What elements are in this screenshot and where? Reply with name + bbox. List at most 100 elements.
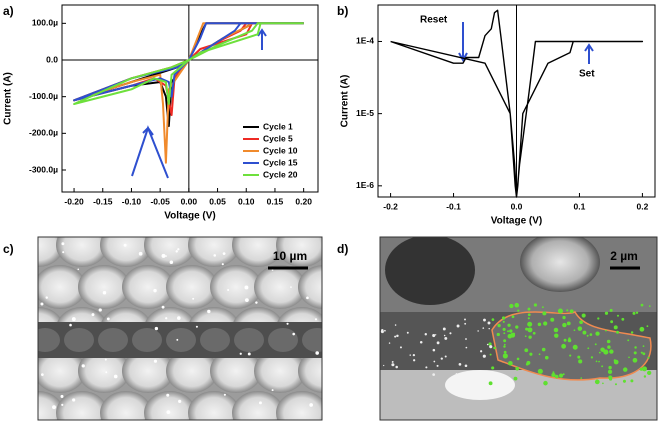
speck	[486, 343, 489, 346]
gap-cell	[64, 328, 94, 352]
cell	[232, 237, 284, 267]
speck	[550, 317, 555, 322]
speck	[61, 403, 64, 406]
speck	[432, 373, 436, 376]
speck	[464, 318, 466, 321]
speck	[569, 354, 572, 357]
speck	[639, 326, 645, 332]
speck	[541, 347, 546, 352]
series-line	[73, 22, 304, 102]
cell	[144, 391, 196, 420]
speck	[105, 371, 108, 374]
y-tick-label: -300.0µ	[29, 164, 58, 174]
speck	[607, 345, 611, 349]
speck	[480, 350, 483, 353]
speck	[489, 345, 493, 349]
speck	[502, 353, 508, 359]
speck	[425, 366, 428, 369]
speck	[512, 332, 516, 336]
speck	[436, 341, 440, 345]
gap-cell	[268, 328, 298, 352]
speck	[501, 316, 506, 320]
speck	[406, 331, 409, 334]
speck	[616, 330, 620, 334]
speck	[627, 339, 630, 342]
x-tick-label: 0.05	[209, 196, 226, 206]
speck	[616, 314, 619, 317]
speck	[52, 405, 56, 410]
speck	[223, 393, 226, 396]
bright	[445, 370, 515, 400]
speck	[309, 403, 313, 407]
speck	[207, 309, 211, 314]
speck	[573, 329, 576, 332]
x-tick-label: 0.10	[238, 196, 255, 206]
arrow	[458, 22, 468, 63]
speck	[543, 321, 548, 326]
speck	[493, 346, 496, 350]
speck	[71, 317, 76, 322]
speck	[524, 335, 527, 338]
speck	[562, 315, 566, 320]
cell	[276, 237, 322, 267]
speck	[488, 327, 490, 330]
cell	[166, 265, 218, 309]
speck	[602, 382, 604, 385]
speck	[482, 354, 486, 358]
speck	[514, 302, 520, 308]
speck	[579, 320, 583, 325]
speck	[244, 285, 249, 290]
cell	[56, 237, 108, 267]
speck	[489, 353, 492, 356]
speck	[587, 347, 590, 350]
speck	[597, 317, 600, 320]
speck	[258, 401, 262, 405]
x-tick-label: -0.1	[446, 201, 461, 211]
speck	[432, 348, 436, 352]
speck	[608, 365, 612, 370]
speck	[503, 332, 506, 335]
speck	[640, 351, 643, 354]
speck	[577, 326, 583, 331]
speck	[503, 343, 506, 346]
legend-label: Cycle 5	[263, 133, 293, 143]
speck	[529, 352, 533, 356]
speck	[633, 351, 637, 355]
panel-label: b)	[337, 4, 348, 18]
speck	[552, 371, 555, 374]
speck	[77, 268, 80, 271]
speck	[634, 346, 637, 349]
speck	[558, 373, 564, 378]
speck	[507, 330, 510, 333]
speck	[177, 248, 180, 251]
x-tick-label: -0.10	[122, 196, 142, 206]
speck	[444, 336, 448, 340]
cell	[166, 349, 218, 393]
speck	[538, 353, 541, 356]
speck	[91, 313, 95, 317]
speck	[483, 318, 486, 322]
speck	[487, 321, 491, 325]
x-tick-label: 0.1	[574, 201, 586, 211]
speck	[606, 339, 611, 344]
speck	[613, 359, 619, 365]
speck	[165, 255, 167, 257]
speck	[41, 373, 44, 376]
speck	[227, 288, 230, 291]
speck	[292, 332, 296, 336]
speck	[413, 359, 416, 362]
speck	[515, 325, 519, 329]
speck	[239, 352, 242, 355]
cell	[298, 265, 322, 309]
cell	[188, 391, 240, 420]
blob	[385, 237, 475, 305]
speck	[594, 379, 600, 385]
speck	[40, 302, 44, 306]
speck	[394, 324, 397, 326]
speck	[502, 327, 506, 331]
speck	[628, 356, 630, 359]
speck	[306, 296, 309, 300]
speck	[580, 377, 583, 379]
gap-cell	[200, 328, 230, 352]
speck	[464, 364, 468, 368]
